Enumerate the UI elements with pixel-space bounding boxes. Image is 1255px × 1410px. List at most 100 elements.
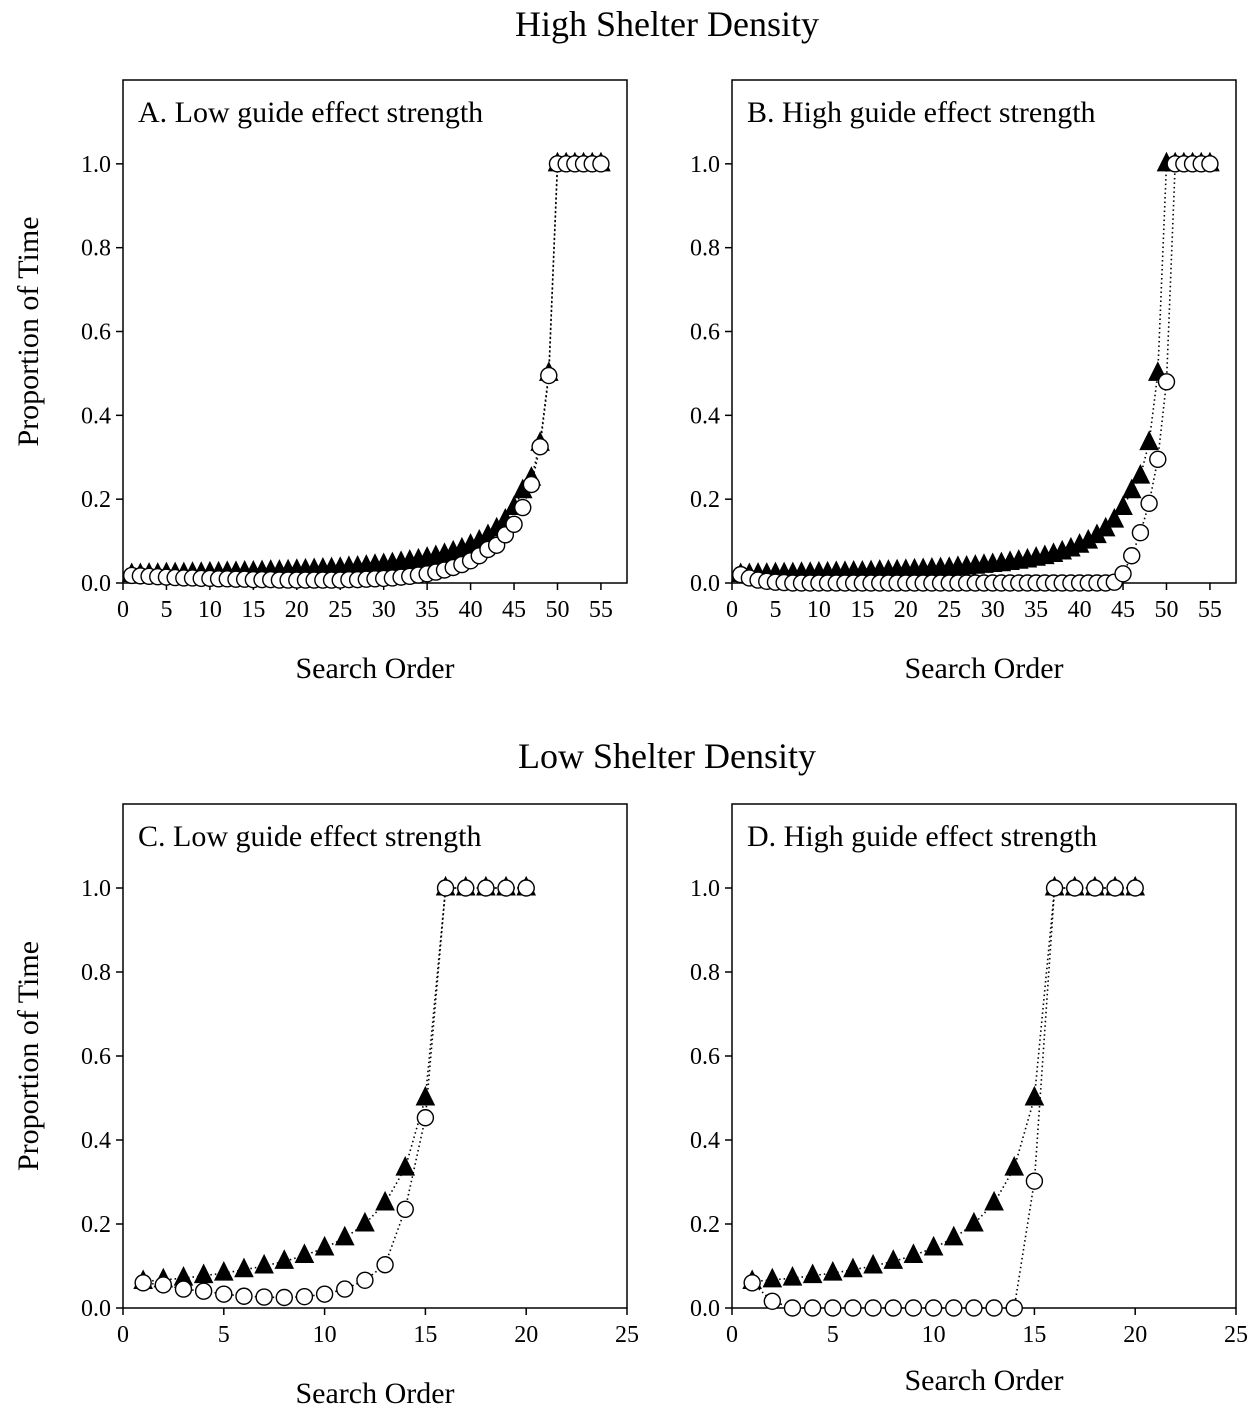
x-tick-label: 20 [894,597,918,623]
y-tick-label: 0.0 [81,571,111,597]
chart-panel-2: 0 5 10 15 20 25 30 35 40 45 50 55 0.0 0.2 0.4 0.6 0.8 1.0… [690,79,1237,685]
y-tick-label: 1.0 [690,876,720,902]
plot-frame [122,803,628,1309]
circle-marker [1157,373,1176,391]
circle-marker [505,515,523,534]
circle-marker [376,1256,394,1274]
circle-marker [1126,879,1144,897]
triangle-marker [355,1211,375,1232]
y-tick-label: 0.4 [81,403,111,429]
series-line [131,163,601,581]
triangle-marker [395,1156,416,1176]
circle-marker [1045,879,1064,897]
triangle-marker [254,1253,274,1274]
triangle-marker [943,1225,964,1246]
series-line [740,163,1210,576]
circle-marker [497,879,515,897]
x-tick-label: 40 [1068,597,1092,623]
circle-marker [803,1299,822,1317]
circle-marker [540,366,558,385]
y-tick-label: 0.2 [81,1212,111,1238]
circle-marker [965,1299,983,1317]
triangle-marker [1113,495,1133,516]
x-tick-label: 25 [937,597,961,623]
triangle-marker [782,1266,803,1286]
circle-marker [1149,450,1167,469]
chart-panel-1: 0 5 10 15 20 25 30 35 40 45 50 55 0.0 0.2 0.4 0.6 0.8 1.0… [12,79,628,685]
triangle-marker [843,1257,863,1278]
x-tick-label: 15 [1022,1322,1046,1348]
y-tick-label: 0.8 [81,236,111,262]
chart-panel-3: 0 5 10 15 20 25 0.0 0.2 0.4 0.6 0.8 1.0 C. Low guide… [12,803,639,1410]
circle-marker [396,1200,414,1219]
circle-marker [174,1280,193,1298]
y-tick-label: 1.0 [81,876,111,902]
circle-marker [457,879,475,897]
x-axis-label: Search Order [904,1364,1063,1397]
plot-frame [731,79,1237,584]
y-tick-label: 0.0 [690,571,720,597]
triangle-marker [274,1249,295,1269]
circle-marker [531,438,549,456]
circle-marker [1005,1299,1023,1317]
section-title-high-shelter-density: High Shelter Density [515,4,819,44]
circle-marker [945,1299,963,1317]
x-tick-label: 45 [502,597,526,623]
x-tick-label: 15 [241,597,265,623]
x-tick-label: 35 [415,597,439,623]
plot-frame [122,79,628,584]
triangle-marker [314,1235,335,1256]
y-axis-label: Proportion of Time [12,941,45,1171]
triangle-marker [1024,1085,1045,1106]
triangle-marker [375,1190,395,1211]
series-line [131,163,601,576]
circle-marker [1025,1172,1044,1190]
circle-marker [522,475,541,494]
x-tick-label: 30 [372,597,396,623]
plot-frame [731,803,1237,1309]
x-tick-label: 20 [285,597,309,623]
circle-marker [1123,547,1141,565]
y-tick-label: 0.0 [690,1296,720,1322]
circle-marker [517,879,535,897]
x-tick-label: 20 [514,1322,538,1348]
panel-title: C. Low guide effect strength [138,820,482,853]
chart-panels: 0 5 10 15 20 25 30 35 40 45 50 550.00.20.40.60.81.0… [12,79,1248,1410]
x-tick-label: 10 [313,1322,337,1348]
x-tick-label: 30 [981,597,1005,623]
series-line [751,887,1136,1309]
circle-marker [1201,155,1219,173]
x-tick-label: 15 [850,597,874,623]
x-tick-label: 25 [615,1322,639,1348]
chart-panel-4: 0 5 10 15 20 25 0.0 0.2 0.4 0.6 0.8 1.0 D. High guid… [690,803,1248,1397]
x-tick-label: 50 [545,597,569,623]
circle-marker [1140,494,1158,513]
circle-marker [743,1274,761,1292]
circle-marker [1131,524,1150,542]
circle-marker [255,1288,273,1306]
circle-marker [924,1299,943,1317]
circle-marker [1114,565,1132,583]
x-axis-label: Search Order [295,652,454,685]
x-tick-label: 5 [769,597,781,623]
y-tick-label: 1.0 [690,152,720,178]
x-tick-label: 40 [459,597,483,623]
circle-marker [215,1285,233,1303]
circle-marker [295,1287,314,1306]
circle-marker [763,1292,782,1310]
x-tick-label: 5 [160,597,172,623]
triangle-marker [294,1243,315,1263]
circle-marker [904,1299,923,1317]
triangle-marker [883,1249,904,1269]
circle-marker [844,1299,862,1317]
circle-marker [436,879,455,897]
triangle-marker [193,1263,214,1284]
y-axis-label: Proportion of Time [12,216,45,446]
x-tick-label: 0 [726,1322,738,1348]
panel-title: A. Low guide effect strength [138,96,483,129]
circle-marker [154,1276,173,1294]
y-tick-label: 0.2 [690,1212,720,1238]
x-tick-label: 10 [922,1322,946,1348]
x-tick-label: 25 [1224,1322,1248,1348]
